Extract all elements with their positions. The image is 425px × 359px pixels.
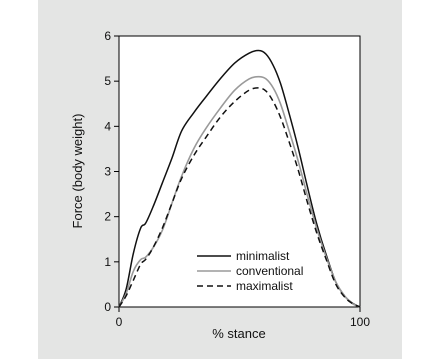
- y-tick-label: 6: [104, 29, 111, 43]
- legend-label-minimalist: minimalist: [236, 249, 290, 263]
- line-chart: 0 1 2 3 4 5 6 0 100 minimalistconventionalmaxim…: [70, 29, 370, 341]
- series-lines: [118, 49, 361, 308]
- series-line-conventional: [118, 75, 361, 308]
- y-tick-label: 4: [104, 119, 111, 133]
- y-tick-label: 5: [104, 74, 111, 88]
- axes: [118, 35, 361, 308]
- y-tick-label: 1: [104, 255, 111, 269]
- plot-area: [118, 35, 361, 308]
- series-line-minimalist: [118, 49, 361, 308]
- x-tick-label: 100: [350, 315, 370, 329]
- x-axis-title: % stance: [212, 326, 265, 341]
- y-tick-label: 3: [104, 165, 111, 179]
- y-axis-title: Force (body weight): [70, 114, 85, 229]
- series-line-maximalist: [118, 87, 361, 308]
- y-tick-label: 0: [104, 300, 111, 314]
- x-tick-label: 0: [116, 315, 123, 329]
- y-axis-ticks: 0 1 2 3 4 5 6: [104, 29, 119, 314]
- y-tick-label: 2: [104, 210, 111, 224]
- legend-label-maximalist: maximalist: [236, 279, 293, 293]
- legend-label-conventional: conventional: [236, 264, 303, 278]
- x-axis-ticks: 0 100: [116, 307, 370, 329]
- figure-panel: 0 1 2 3 4 5 6 0 100 minimalist conventional maxim…: [38, 0, 402, 359]
